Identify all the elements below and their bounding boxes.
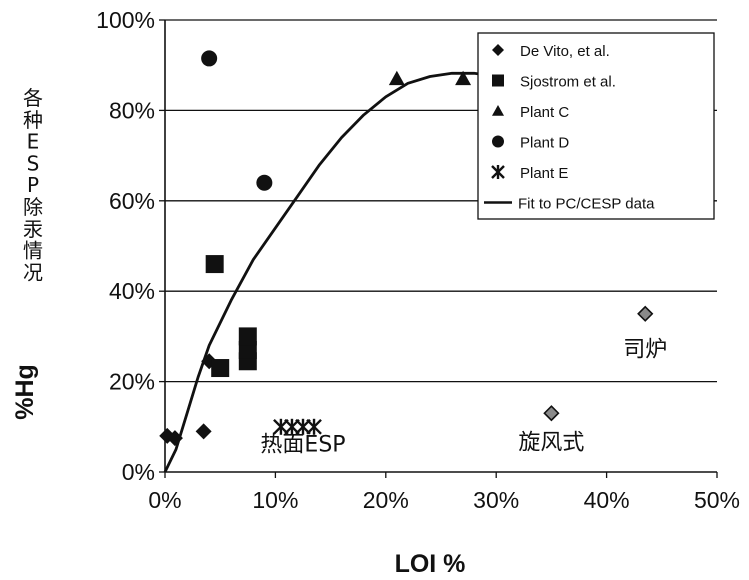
y-tick-label: 20% [109, 369, 155, 395]
point-square [211, 359, 230, 378]
y-tick-label: 40% [109, 278, 155, 304]
y-axis-title-char: 况 [23, 260, 43, 284]
y-axis-title-char: E [27, 130, 40, 154]
annotation-label: 司炉 [623, 338, 667, 363]
legend-label: Fit to PC/CESP data [518, 196, 655, 213]
x-tick-label: 50% [694, 487, 740, 513]
x-axis-title: LOI % [395, 550, 466, 578]
x-tick-label: 10% [252, 487, 298, 513]
point-diamond [166, 430, 183, 447]
legend-marker-square [492, 74, 504, 87]
legend-marker-diamond [492, 44, 504, 56]
x-tick-label: 30% [473, 487, 519, 513]
legend-box [477, 32, 715, 220]
y-tick-labels: 0% 20% 40% 60% 80% 100% [96, 7, 165, 485]
legend-marker-star [491, 165, 505, 179]
legend-marker-circle [492, 135, 504, 148]
point-diamond-gray [543, 405, 560, 422]
x-tick-label: 0% [148, 487, 181, 513]
y-axis-title-char: 情 [23, 239, 43, 263]
y-axis-title-char: 除 [23, 195, 43, 219]
axes [164, 20, 717, 473]
point-square [205, 255, 224, 274]
x-tick-label: 40% [584, 487, 630, 513]
legend-label: Plant D [520, 135, 569, 152]
point-star [284, 418, 300, 435]
y-tick-label: 60% [109, 188, 155, 214]
legend-marker-triangle [492, 105, 504, 116]
y-tick-label: 0% [122, 459, 155, 485]
y-axis-title-char: 各 [23, 86, 43, 110]
point-circle [256, 174, 273, 191]
x-tick-labels: 0% 10% 20% 30% 40% 50% [148, 472, 740, 513]
point-star [273, 418, 289, 435]
point-star [306, 418, 322, 435]
annotation-label: 旋风式 [518, 430, 584, 455]
point-triangle [388, 70, 405, 86]
y-axis-title-char: 汞 [23, 217, 43, 241]
x-tick-label: 20% [363, 487, 409, 513]
fit-curve [163, 71, 497, 473]
point-square [238, 340, 257, 359]
point-circle [201, 50, 218, 67]
y-tick-label: 100% [96, 7, 155, 33]
point-triangle [455, 70, 472, 86]
point-square [238, 327, 257, 346]
annotation-label: 热面ESP [260, 433, 345, 458]
point-star [295, 418, 311, 435]
legend-label: De Vito, et al. [520, 43, 610, 60]
y-axis-title-char: 种 [23, 108, 43, 132]
y-axis-title-char: S [27, 151, 40, 175]
y-axis-title-char: P [27, 173, 39, 197]
legend-label: Sjostrom et al. [520, 74, 616, 91]
annotations: 热面ESP 旋风式 司炉 [260, 338, 667, 458]
legend-label: Plant E [520, 165, 568, 182]
data-points [159, 50, 654, 447]
point-diamond-gray [637, 305, 654, 322]
y-axis-title: %Hg [11, 364, 39, 420]
legend: De Vito, et al. Sjostrom et al. Plant C Pla… [477, 32, 715, 220]
legend-label: Plant C [520, 104, 569, 121]
fit-curve-line [163, 71, 497, 473]
point-diamond [195, 423, 212, 440]
y-tick-label: 80% [109, 97, 155, 123]
